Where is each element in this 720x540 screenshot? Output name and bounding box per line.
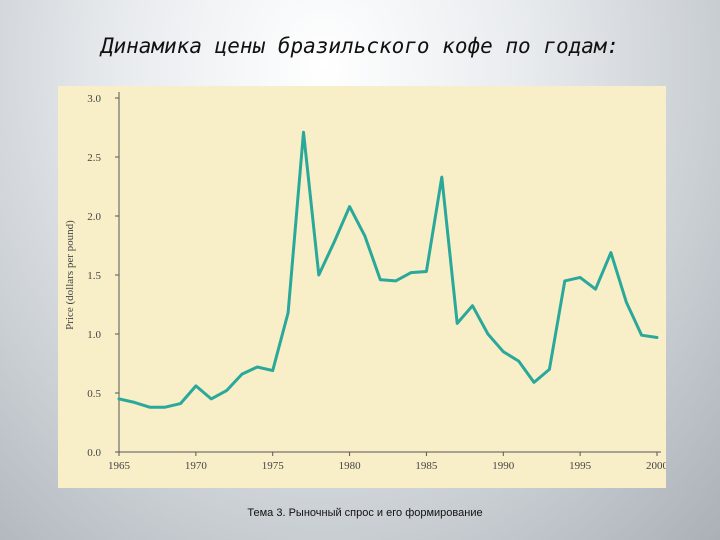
slide-footer: Тема 3. Рыночный спрос и его формировани… [247,507,483,519]
y-tick-label: 1.0 [87,329,101,341]
x-tick-label: 1970 [185,460,208,472]
y-tick-label: 3.0 [87,93,101,105]
x-tick-label: 1975 [262,460,285,472]
y-tick-label: 0.5 [87,388,101,400]
y-tick-label: 2.0 [87,211,101,223]
chart-panel: 0.0 0.5 1.0 1.5 2.0 2.5 3.0 1965 1970 1975 1980 198… [58,86,666,488]
y-axis-label: Price (dollars per pound) [64,220,76,330]
x-tick-label: 1990 [492,460,515,472]
x-tick-label: 1980 [339,460,362,472]
slide-title: Динамика цены бразильского кофе по годам… [100,34,620,58]
y-tick-label: 2.5 [87,152,101,164]
x-tick-label: 1985 [415,460,438,472]
y-tick-label: 1.5 [87,270,101,282]
y-tick-label: 0.0 [87,447,101,459]
x-tick-label: 1995 [569,460,592,472]
x-tick-label: 1965 [108,460,131,472]
coffee-price-chart: 0.0 0.5 1.0 1.5 2.0 2.5 3.0 1965 1970 1975 1980 198… [64,92,666,472]
x-tick-label: 2000 [646,460,666,472]
price-series-line [117,130,659,409]
